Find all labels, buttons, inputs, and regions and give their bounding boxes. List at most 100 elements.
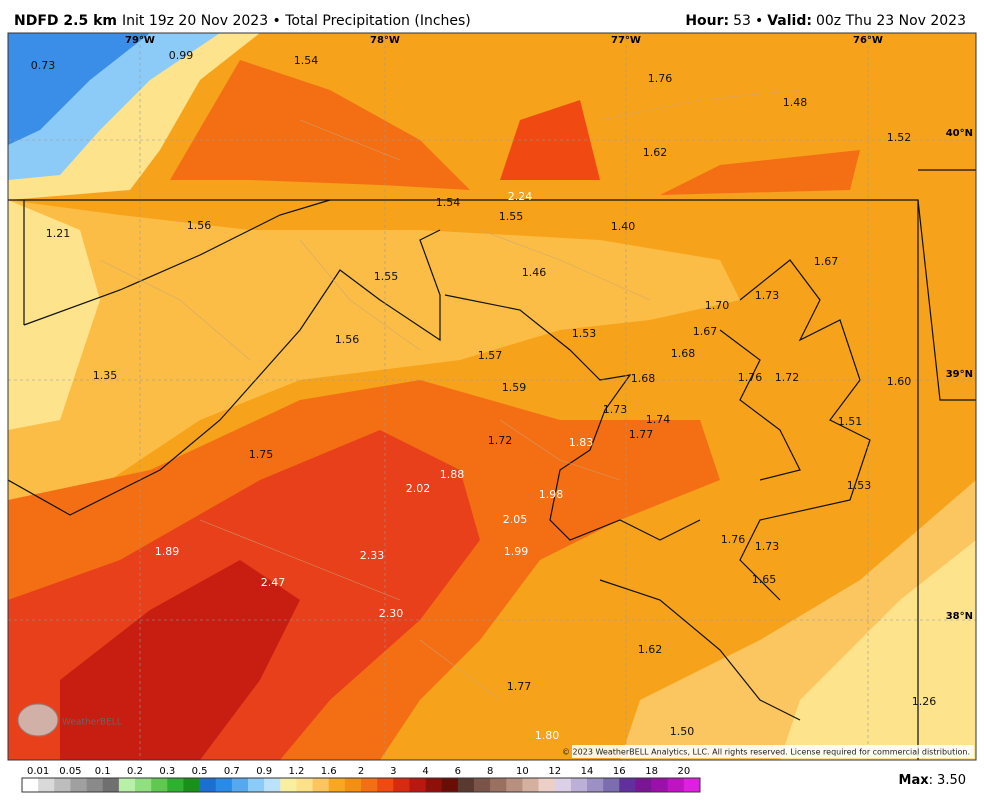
color-swatch: [457, 778, 475, 792]
color-swatch: [199, 778, 217, 792]
colorbar-label: 1.2: [288, 766, 304, 777]
copyright: © 2023 WeatherBELL Analytics, LLC. All r…: [562, 748, 970, 757]
value-label: 1.73: [603, 403, 628, 416]
value-label: 1.56: [187, 219, 212, 232]
copyright-bg: [572, 745, 974, 758]
value-label: 1.67: [814, 255, 839, 268]
value-label: 1.35: [93, 369, 118, 382]
colorbar-label: 3: [390, 766, 396, 777]
logo-icon: [17, 703, 59, 737]
value-labels: 0.73 0.99 1.54 1.76 1.48 1.52 1.62 2.24 1.54 1.55…: [31, 49, 937, 742]
value-label: 1.62: [643, 146, 668, 159]
value-label: 1.46: [522, 266, 547, 279]
value-label: 1.80: [535, 729, 560, 742]
longitude-label: 78°W: [370, 35, 400, 46]
longitude-label: 79°W: [125, 35, 155, 46]
value-label: 1.76: [738, 371, 763, 384]
color-swatch: [361, 778, 378, 792]
value-label: 1.76: [721, 533, 746, 546]
value-label: 1.40: [611, 220, 636, 233]
color-swatch: [22, 778, 39, 792]
color-swatch: [70, 778, 87, 792]
color-swatch: [54, 778, 71, 792]
value-label: 1.62: [638, 643, 663, 656]
valid-label: Valid:: [767, 13, 812, 29]
value-label: 1.50: [670, 725, 695, 738]
colorbar-label: 0.2: [127, 766, 143, 777]
value-label: 1.83: [569, 436, 594, 449]
colorbar-label: 10: [516, 766, 529, 777]
band-pale: [8, 200, 100, 430]
colorbar-label: 0.9: [256, 766, 272, 777]
colorbar-label: 12: [548, 766, 561, 777]
value-label: 1.73: [755, 540, 780, 553]
value-label: 1.56: [335, 333, 360, 346]
color-swatch: [393, 778, 410, 792]
border-md-va: [444, 169, 976, 721]
color-swatch: [441, 778, 459, 792]
value-label: 1.65: [752, 573, 777, 586]
value-label: 1.70: [705, 299, 730, 312]
value-label: 1.68: [671, 347, 696, 360]
value-label: 2.33: [360, 549, 385, 562]
longitude-labels: 79°W 78°W 77°W 76°W: [125, 35, 883, 46]
valid: 00z Thu 23 Nov 2023: [816, 13, 966, 29]
value-label: 1.21: [46, 227, 71, 240]
color-swatch: [490, 778, 507, 792]
value-label: 1.53: [847, 479, 872, 492]
colorbar-label: 0.1: [95, 766, 111, 777]
colorbar-label: 0.7: [224, 766, 240, 777]
color-swatch: [683, 778, 701, 792]
value-label: 2.30: [379, 607, 404, 620]
value-label: 0.99: [169, 49, 194, 62]
color-swatch: [377, 778, 394, 792]
colorbar-label: 1.6: [321, 766, 337, 777]
band-light: [8, 200, 740, 520]
hour-label: Hour:: [685, 13, 729, 29]
value-label: 1.55: [499, 210, 524, 223]
color-swatch: [328, 778, 346, 792]
band-pale-se: [780, 540, 976, 760]
color-swatch: [86, 778, 104, 792]
colorbar-label: 16: [613, 766, 626, 777]
value-label: 2.47: [261, 576, 286, 589]
value-label: 1.99: [504, 545, 529, 558]
map-frame: [7, 32, 977, 761]
color-swatch: [38, 778, 55, 792]
color-swatch: [425, 778, 443, 792]
colorbar-label: 0.3: [159, 766, 175, 777]
county-lines: [99, 89, 801, 701]
info: Init 19z 20 Nov 2023 • Total Precipitati…: [122, 13, 471, 29]
colorbar-label: 0.05: [59, 766, 81, 777]
value-label: 1.77: [507, 680, 532, 693]
colorbar-label: 14: [581, 766, 594, 777]
colorbar-label: 8: [487, 766, 493, 777]
header-left: NDFD 2.5 km Init 19z 20 Nov 2023 • Total …: [14, 13, 471, 29]
value-label: 1.88: [440, 468, 465, 481]
value-label: 1.68: [631, 372, 656, 385]
colorbar-label: 18: [645, 766, 658, 777]
color-swatch: [151, 778, 168, 792]
value-label: 0.73: [31, 59, 56, 72]
color-swatch: [102, 778, 120, 792]
color-swatch: [619, 778, 636, 792]
value-label: 1.72: [775, 371, 800, 384]
color-swatch: [506, 778, 523, 792]
value-label: 1.55: [374, 270, 399, 283]
band-red-north: [170, 60, 470, 190]
value-label: 1.57: [478, 349, 503, 362]
max-label: Max: [899, 773, 930, 788]
bay-shore: [719, 259, 871, 601]
longitude-label: 77°W: [611, 35, 641, 46]
value-label: 1.54: [436, 196, 461, 209]
value-label: 1.89: [155, 545, 180, 558]
color-swatch: [296, 778, 313, 792]
color-swatch: [312, 778, 330, 792]
value-label: 1.53: [572, 327, 597, 340]
value-label: 1.73: [755, 289, 780, 302]
color-swatch: [570, 778, 588, 792]
colorbar-label: 0.01: [27, 766, 49, 777]
color-swatch: [522, 778, 539, 792]
color-swatch: [231, 778, 249, 792]
